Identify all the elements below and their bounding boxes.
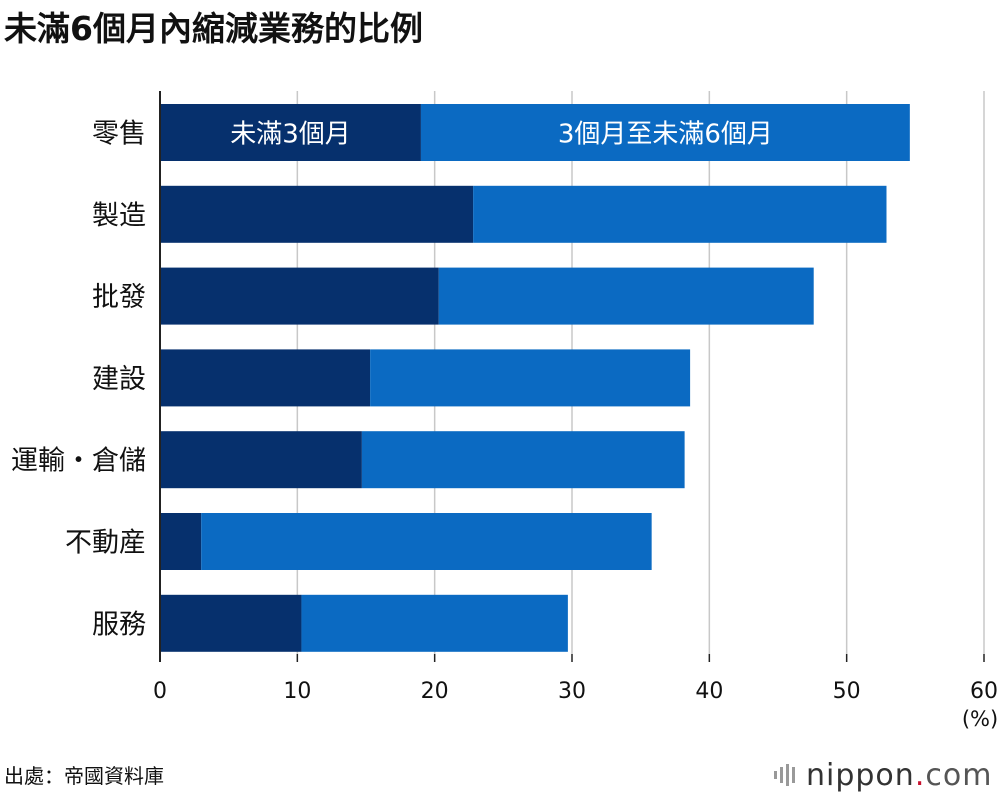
category-label: 運輸・倉儲 [11,446,146,477]
bars-layer [160,104,910,652]
bar-segment-under-3-months [160,513,202,570]
brand-name: nippon [806,758,915,793]
x-tick-label: 20 [421,679,449,704]
x-tick-label: 50 [833,679,861,704]
brand-suffix: com [925,758,993,793]
bar-segment-under-3-months [160,349,371,407]
x-tick-label: 10 [283,679,311,704]
bar-segment-under-3-months [160,431,362,489]
nippon-logo-icon [774,764,795,786]
x-tick-label: 40 [695,679,723,704]
legend-label-3-to-6-months: 3個月至未滿6個月 [558,120,773,150]
x-unit-label: (%) [962,707,998,731]
bar-segment-under-3-months [160,104,421,161]
category-label: 不動産 [65,528,146,559]
x-tick-label: 60 [970,679,998,704]
brand-wordmark[interactable]: nippon.com [806,758,992,793]
bar-segment-3-to-6-months [438,267,814,325]
bar-segment-3-to-6-months [473,185,887,243]
bar-segment-under-3-months [160,594,302,652]
bar-segment-3-to-6-months [301,594,568,652]
source-note: 出處：帝國資料庫 [4,764,164,788]
brand-dot: . [914,758,926,793]
bar-segment-under-3-months [160,185,474,243]
category-label: 建設 [92,364,146,395]
bar-segment-3-to-6-months [420,104,910,161]
bar-segment-under-3-months [160,267,439,325]
x-tick-label: 30 [558,679,586,704]
bar-segment-3-to-6-months [370,349,691,407]
bar-segment-3-to-6-months [361,431,685,489]
category-label: 製造 [92,200,146,231]
axis-layer: 0 10 20 30 40 50 60 (%) [153,91,998,731]
category-label: 服務 [92,609,146,640]
category-label: 零售 [92,119,146,150]
chart-title: 未滿6個月內縮減業務的比例 [4,9,423,48]
x-tick-label: 0 [153,679,167,704]
category-label: 批發 [92,282,146,313]
bar-segment-3-to-6-months [201,513,652,570]
legend-label-under-3-months: 未滿3個月 [230,120,351,150]
